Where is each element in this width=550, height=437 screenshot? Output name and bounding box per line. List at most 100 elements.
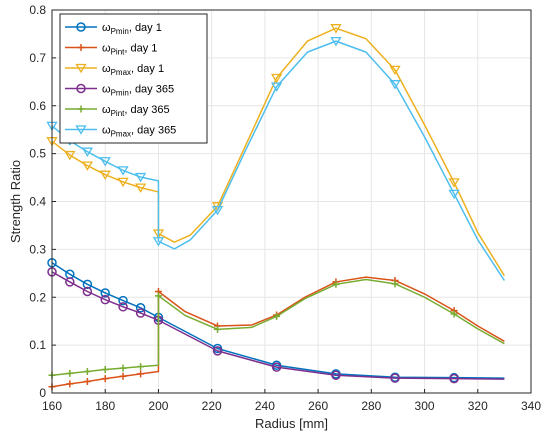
data-point bbox=[101, 375, 109, 383]
data-point bbox=[117, 166, 129, 176]
y-tick-label: 0.4 bbox=[29, 195, 46, 209]
y-tick-label: 0.1 bbox=[29, 338, 46, 352]
data-point bbox=[83, 378, 91, 386]
series-4 bbox=[48, 278, 505, 379]
data-point bbox=[211, 205, 224, 216]
data-point bbox=[65, 277, 75, 287]
data-point bbox=[212, 346, 223, 356]
series-layer bbox=[46, 24, 506, 391]
data-point bbox=[66, 369, 74, 377]
data-point bbox=[135, 303, 146, 313]
y-tick-label: 0.2 bbox=[29, 290, 46, 304]
data-point bbox=[271, 362, 282, 372]
data-point bbox=[154, 292, 162, 300]
legend-box bbox=[59, 13, 208, 144]
legend-marker bbox=[75, 125, 87, 135]
legend-suffix: , day 1 bbox=[131, 63, 164, 75]
data-point bbox=[448, 178, 460, 188]
data-point bbox=[82, 279, 93, 290]
series-1 bbox=[48, 276, 505, 391]
legend-subscript: Pmax bbox=[111, 130, 131, 139]
legend-symbol: ω bbox=[102, 22, 111, 34]
data-point bbox=[389, 80, 401, 90]
y-tick-label: 0.7 bbox=[29, 51, 46, 65]
x-tick-label: 220 bbox=[202, 399, 222, 413]
data-point bbox=[137, 370, 145, 378]
x-tick-label: 340 bbox=[521, 399, 541, 413]
x-tick-label: 280 bbox=[361, 399, 381, 413]
legend-symbol: ω bbox=[102, 43, 111, 55]
legend-marker bbox=[77, 105, 85, 113]
data-point bbox=[135, 308, 146, 318]
legend-item: ωPmin, day 1 bbox=[65, 22, 162, 36]
series-5 bbox=[46, 36, 506, 281]
y-axis-label: Strength Ratio bbox=[8, 160, 23, 243]
data-point bbox=[390, 373, 400, 383]
legend-label: ωPint, day 365 bbox=[102, 104, 170, 118]
x-tick-label: 200 bbox=[148, 399, 168, 413]
legend-label: ωPint, day 1 bbox=[102, 43, 157, 57]
data-point bbox=[99, 170, 111, 180]
data-point bbox=[137, 363, 145, 371]
series-line bbox=[51, 40, 506, 281]
legend-marker bbox=[77, 44, 85, 51]
data-point bbox=[81, 161, 94, 171]
legend-symbol: ω bbox=[102, 125, 111, 137]
data-point bbox=[270, 82, 283, 92]
x-tick-label: 160 bbox=[42, 399, 62, 413]
data-point bbox=[152, 237, 165, 247]
data-point bbox=[134, 172, 147, 183]
x-tick-label: 180 bbox=[95, 399, 115, 413]
data-point bbox=[118, 302, 128, 312]
legend-suffix: , day 365 bbox=[124, 104, 169, 116]
data-point bbox=[270, 73, 283, 84]
legend-symbol: ω bbox=[102, 84, 111, 96]
legend-label: ωPmax, day 1 bbox=[102, 63, 164, 77]
data-point bbox=[134, 183, 147, 193]
legend-suffix: , day 1 bbox=[124, 43, 157, 55]
legend-item: ωPint, day 365 bbox=[65, 104, 170, 118]
legend-marker bbox=[76, 22, 86, 32]
x-tick-label: 260 bbox=[308, 399, 328, 413]
data-point bbox=[391, 280, 399, 288]
data-point bbox=[119, 372, 127, 380]
legend-item: ωPmax, day 1 bbox=[65, 63, 164, 77]
legend-subscript: Pint bbox=[111, 109, 126, 118]
y-tick-label: 0 bbox=[39, 386, 46, 400]
data-point bbox=[101, 366, 109, 374]
plot-frame bbox=[51, 9, 532, 394]
data-point bbox=[449, 373, 459, 384]
x-tick-label: 320 bbox=[468, 399, 488, 413]
data-point bbox=[64, 150, 76, 161]
y-tick-label: 0.5 bbox=[29, 147, 46, 161]
data-point bbox=[331, 370, 341, 381]
legend-subscript: Pmin bbox=[111, 89, 129, 98]
legend-symbol: ω bbox=[102, 63, 111, 75]
legend-suffix: , day 365 bbox=[129, 84, 174, 96]
data-point bbox=[100, 294, 110, 305]
legend-label: ωPmax, day 365 bbox=[102, 125, 176, 139]
data-point bbox=[450, 310, 458, 318]
data-point bbox=[118, 295, 128, 306]
x-tick-label: 300 bbox=[415, 399, 435, 413]
legend-item: ωPmax, day 365 bbox=[65, 125, 176, 139]
legend-marker bbox=[76, 83, 86, 94]
axes bbox=[51, 9, 532, 394]
data-point bbox=[117, 177, 129, 188]
data-point bbox=[81, 147, 94, 157]
data-point bbox=[332, 280, 340, 288]
legend-label: ωPmin, day 365 bbox=[102, 84, 174, 98]
legend-marker bbox=[75, 63, 87, 74]
legend-suffix: , day 1 bbox=[129, 22, 162, 34]
data-point bbox=[99, 157, 111, 167]
legend-suffix: , day 365 bbox=[131, 125, 176, 137]
tick-labels: 160 180 200 220 240 260 280 300 320 340 0 0.1 0.2 0.3… bbox=[29, 3, 541, 413]
x-tick-label: 240 bbox=[255, 399, 275, 413]
data-point bbox=[389, 65, 401, 76]
data-point bbox=[330, 36, 342, 47]
legend-item: ωPint, day 1 bbox=[65, 43, 157, 57]
data-point bbox=[330, 24, 342, 34]
y-tick-label: 0.8 bbox=[29, 3, 46, 17]
